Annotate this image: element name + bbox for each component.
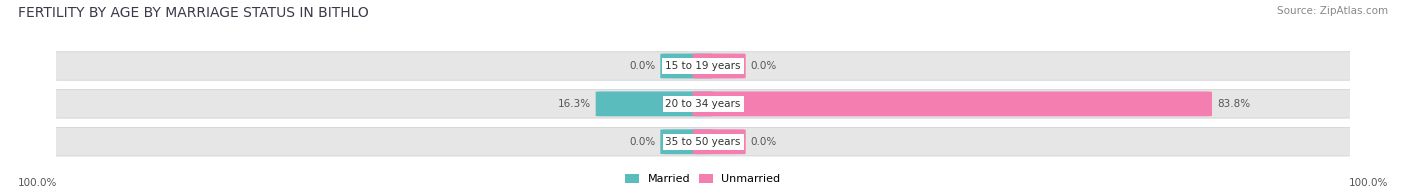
Text: 100.0%: 100.0% — [1348, 178, 1388, 188]
Text: 0.0%: 0.0% — [628, 61, 655, 71]
Text: 0.0%: 0.0% — [628, 137, 655, 147]
FancyBboxPatch shape — [44, 52, 1362, 80]
FancyBboxPatch shape — [596, 92, 713, 116]
Text: 0.0%: 0.0% — [751, 137, 778, 147]
FancyBboxPatch shape — [693, 92, 1212, 116]
Text: 15 to 19 years: 15 to 19 years — [665, 61, 741, 71]
FancyBboxPatch shape — [693, 54, 745, 78]
FancyBboxPatch shape — [693, 129, 745, 154]
FancyBboxPatch shape — [44, 90, 1362, 118]
Text: 20 to 34 years: 20 to 34 years — [665, 99, 741, 109]
Text: Source: ZipAtlas.com: Source: ZipAtlas.com — [1277, 6, 1388, 16]
FancyBboxPatch shape — [661, 129, 713, 154]
FancyBboxPatch shape — [44, 128, 1362, 156]
Text: FERTILITY BY AGE BY MARRIAGE STATUS IN BITHLO: FERTILITY BY AGE BY MARRIAGE STATUS IN B… — [18, 6, 368, 20]
Text: 100.0%: 100.0% — [18, 178, 58, 188]
Legend: Married, Unmarried: Married, Unmarried — [621, 169, 785, 189]
Text: 83.8%: 83.8% — [1218, 99, 1250, 109]
Text: 16.3%: 16.3% — [557, 99, 591, 109]
FancyBboxPatch shape — [661, 54, 713, 78]
Text: 0.0%: 0.0% — [751, 61, 778, 71]
Text: 35 to 50 years: 35 to 50 years — [665, 137, 741, 147]
